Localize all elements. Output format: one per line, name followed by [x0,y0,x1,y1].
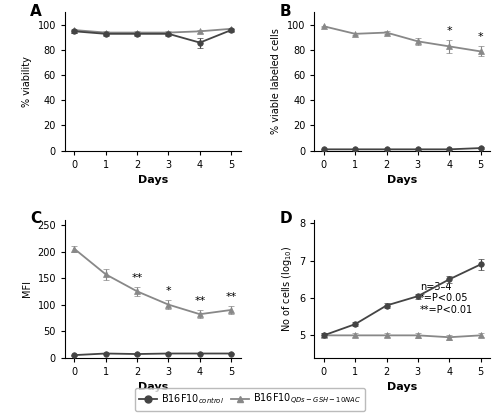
X-axis label: Days: Days [387,382,418,392]
Text: *: * [446,26,452,36]
Text: *: * [478,32,484,42]
Text: **: ** [194,296,205,306]
Text: A: A [30,4,42,19]
Y-axis label: % viable labeled cells: % viable labeled cells [272,29,281,134]
Y-axis label: No of cells (log$_{10}$): No of cells (log$_{10}$) [280,245,293,332]
X-axis label: Days: Days [387,175,418,185]
Text: B: B [280,4,291,19]
Text: D: D [280,211,292,226]
Text: **: ** [226,292,237,302]
Text: C: C [30,211,41,226]
Y-axis label: % viability: % viability [22,56,32,107]
Text: **: ** [132,273,143,283]
Legend: B16F10$_{control}$, B16F10$_{QDs-GSH-10NAC}$: B16F10$_{control}$, B16F10$_{QDs-GSH-10N… [136,388,364,411]
X-axis label: Days: Days [138,175,168,185]
Y-axis label: MFI: MFI [22,280,32,297]
Text: n=3–4
*=P<0.05
**=P<0.01: n=3–4 *=P<0.05 **=P<0.01 [420,282,473,315]
X-axis label: Days: Days [138,382,168,392]
Text: *: * [166,286,172,296]
